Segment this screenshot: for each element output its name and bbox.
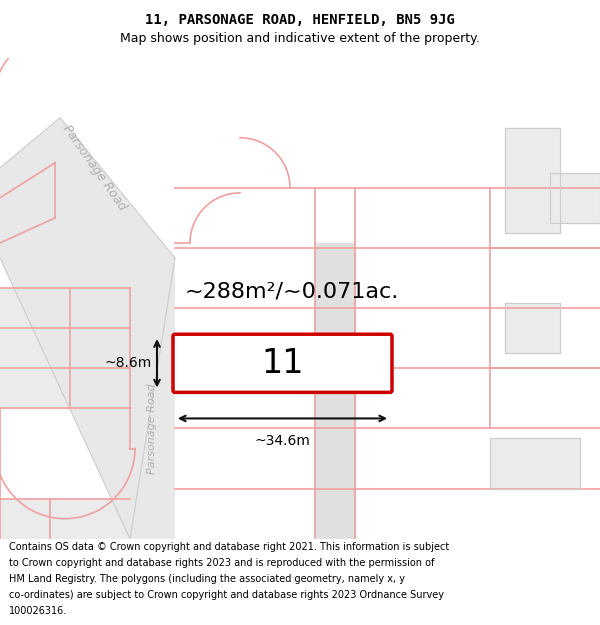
- Polygon shape: [505, 303, 560, 353]
- Polygon shape: [0, 162, 55, 243]
- Polygon shape: [315, 243, 355, 539]
- Text: ~34.6m: ~34.6m: [254, 434, 310, 449]
- Polygon shape: [0, 288, 130, 408]
- Polygon shape: [505, 127, 560, 233]
- Polygon shape: [490, 439, 580, 489]
- Text: co-ordinates) are subject to Crown copyright and database rights 2023 Ordnance S: co-ordinates) are subject to Crown copyr…: [9, 590, 444, 600]
- Text: Contains OS data © Crown copyright and database right 2021. This information is : Contains OS data © Crown copyright and d…: [9, 542, 449, 552]
- Text: 100026316.: 100026316.: [9, 606, 67, 616]
- Text: 11, PARSONAGE ROAD, HENFIELD, BN5 9JG: 11, PARSONAGE ROAD, HENFIELD, BN5 9JG: [145, 12, 455, 27]
- Polygon shape: [550, 173, 600, 223]
- Text: ~288m²/~0.071ac.: ~288m²/~0.071ac.: [185, 281, 399, 301]
- FancyBboxPatch shape: [173, 334, 392, 392]
- Text: to Crown copyright and database rights 2023 and is reproduced with the permissio: to Crown copyright and database rights 2…: [9, 558, 434, 568]
- Polygon shape: [0, 499, 130, 539]
- Text: Map shows position and indicative extent of the property.: Map shows position and indicative extent…: [120, 32, 480, 45]
- Text: ~8.6m: ~8.6m: [105, 356, 152, 370]
- Text: Parsonage Road: Parsonage Road: [60, 122, 129, 213]
- Text: Parsonage Road: Parsonage Road: [147, 383, 157, 474]
- Polygon shape: [0, 118, 175, 539]
- Text: HM Land Registry. The polygons (including the associated geometry, namely x, y: HM Land Registry. The polygons (includin…: [9, 574, 405, 584]
- Text: 11: 11: [261, 347, 304, 380]
